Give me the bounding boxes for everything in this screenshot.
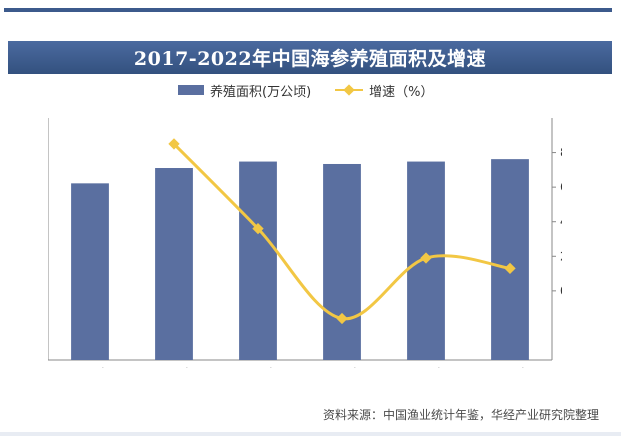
bar [155,168,193,360]
y-right-tick-label: 0% [560,284,562,298]
bar [491,159,529,360]
bar [71,183,109,360]
y-right-tick-label: 6% [560,180,562,194]
source-note: 资料来源：中国渔业统计年鉴，华经产业研究院整理 [322,408,599,422]
y-right-tick-label: 4% [560,215,562,229]
y-right-tick-label: 2% [560,249,562,263]
chart-title: 2017-2022年中国海参养殖面积及增速 [133,48,487,70]
legend-line-swatch [335,84,364,96]
legend-bar-swatch [178,85,204,95]
growth-point [504,262,516,275]
plot-area: 05101520250%2%4%6%8%2017年2018年2019年2020年… [25,118,579,381]
y-right-tick-label: 8% [560,146,562,160]
legend: 养殖面积(万公顷) 增速（%） [178,80,434,100]
x-tick-label: 2022年 [489,367,532,368]
x-tick-label: 2019年 [237,367,280,368]
bar [323,163,361,360]
chart-svg: 05101520250%2%4%6%8%2017年2018年2019年2020年… [25,118,579,381]
growth-point [420,252,432,264]
legend-bar-label: 养殖面积(万公顷) [210,84,312,100]
x-tick-label: 2021年 [405,367,448,368]
bottom-rule [0,432,621,436]
x-tick-label: 2020年 [321,367,364,368]
bar [239,161,277,360]
x-tick-label: 2018年 [153,367,196,368]
legend-line-label: 增速（%） [369,84,434,100]
top-rule [4,8,612,12]
x-tick-label: 2017年 [69,367,112,368]
growth-point [336,312,348,325]
title-bar: 2017-2022年中国海参养殖面积及增速 [8,41,612,74]
